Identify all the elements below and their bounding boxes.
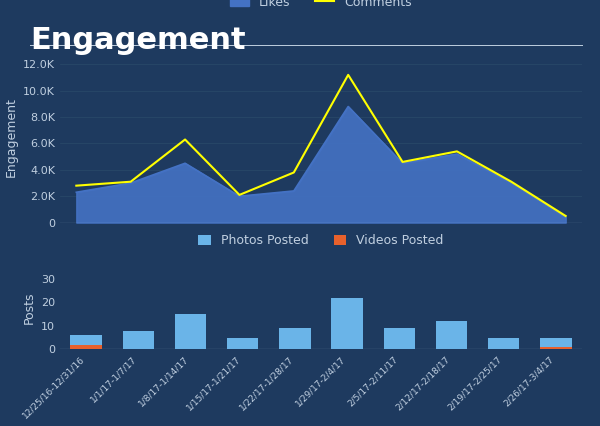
- Comments: [399, 159, 406, 164]
- Bar: [540, 337, 572, 349]
- Bar: [70, 335, 102, 349]
- Bar: [122, 331, 154, 349]
- Bar: [383, 328, 415, 349]
- Y-axis label: Engagement: Engagement: [5, 97, 17, 177]
- Bar: [488, 337, 520, 349]
- Comments: [181, 137, 188, 142]
- Comments: [290, 170, 298, 175]
- Bar: [331, 298, 363, 349]
- Bar: [175, 314, 206, 349]
- Legend: Likes, Comments: Likes, Comments: [226, 0, 416, 13]
- Line: Comments: Comments: [76, 75, 566, 216]
- Y-axis label: Posts: Posts: [22, 292, 35, 325]
- Comments: [344, 72, 352, 78]
- Comments: [454, 149, 461, 154]
- Comments: [562, 213, 569, 219]
- Bar: [436, 321, 467, 349]
- Bar: [540, 347, 572, 349]
- Comments: [73, 183, 80, 188]
- Bar: [70, 345, 102, 349]
- Text: Engagement: Engagement: [30, 26, 245, 55]
- Legend: Photos Posted, Videos Posted: Photos Posted, Videos Posted: [194, 230, 448, 251]
- Bar: [227, 337, 259, 349]
- Comments: [236, 193, 243, 198]
- Comments: [508, 179, 515, 184]
- Bar: [279, 328, 311, 349]
- Comments: [127, 179, 134, 184]
